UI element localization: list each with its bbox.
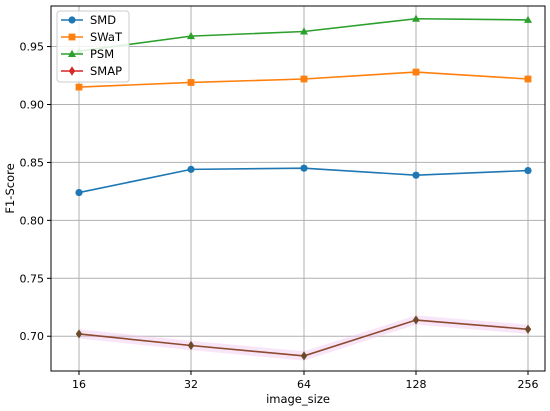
series-lines xyxy=(75,14,532,361)
data-point-smap xyxy=(524,324,532,334)
x-tick-label: 64 xyxy=(297,378,311,391)
legend-entry: SWaT xyxy=(61,30,123,44)
data-point-psm xyxy=(412,14,420,22)
data-point-smap xyxy=(187,340,195,351)
x-ticks: 16 32 64 128 256 xyxy=(72,371,539,391)
legend-marker xyxy=(68,16,76,24)
data-point-psm xyxy=(300,27,308,35)
x-tick-label: 32 xyxy=(184,378,198,391)
legend-marker xyxy=(68,49,76,57)
y-tick-label: 0.75 xyxy=(20,272,45,285)
legend-marker xyxy=(68,66,76,76)
legend-entry: PSM xyxy=(61,47,114,61)
data-point-psm xyxy=(187,31,195,40)
x-tick-label: 16 xyxy=(72,378,86,391)
legend-label: PSM xyxy=(90,47,114,61)
data-point-smd xyxy=(75,188,83,197)
data-point-swat xyxy=(75,83,83,91)
legend-marker xyxy=(68,33,76,41)
x-tick-label: 128 xyxy=(406,378,427,391)
data-point-smd xyxy=(187,165,195,173)
legend-label: SWaT xyxy=(90,30,123,44)
legend-label: SMD xyxy=(90,13,116,27)
data-point-smd xyxy=(300,164,308,172)
data-point-psm xyxy=(524,15,532,23)
data-point-swat xyxy=(300,75,308,83)
series-smd xyxy=(75,164,532,197)
y-tick-label: 0.70 xyxy=(20,330,45,343)
y-ticks: 0.70 0.75 0.80 0.85 0.90 0.95 xyxy=(20,41,51,343)
legend-entry: SMAP xyxy=(61,64,122,78)
legend-entry: SMD xyxy=(61,13,116,27)
data-point-smd xyxy=(524,166,532,175)
y-axis-label: F1-Score xyxy=(3,163,17,213)
y-tick-label: 0.95 xyxy=(20,41,45,54)
legend-box xyxy=(56,10,130,83)
y-tick-label: 0.85 xyxy=(20,156,45,169)
series-swat xyxy=(75,68,532,91)
legend: SMD SWaT PSM SMAP xyxy=(56,10,130,83)
grid-lines xyxy=(51,6,545,371)
series-smap xyxy=(75,315,532,361)
x-axis-label: image_size xyxy=(266,392,330,406)
plot-frame xyxy=(50,5,546,372)
data-point-smap xyxy=(75,329,83,339)
data-point-smd xyxy=(412,171,420,179)
legend-label: SMAP xyxy=(90,64,122,78)
data-point-swat xyxy=(524,75,532,83)
data-point-smap xyxy=(412,315,420,325)
data-point-swat xyxy=(412,68,420,76)
x-tick-label: 256 xyxy=(518,378,539,391)
y-tick-label: 0.80 xyxy=(20,214,45,227)
y-tick-label: 0.90 xyxy=(20,98,45,111)
data-point-smap xyxy=(300,351,308,361)
data-point-swat xyxy=(187,79,195,86)
